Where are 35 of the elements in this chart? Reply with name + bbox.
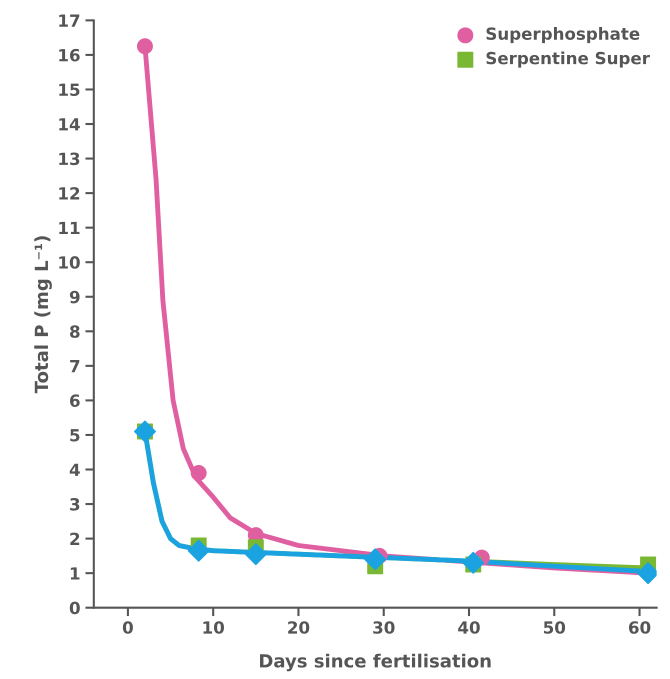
y-tick-label: 1 xyxy=(70,567,80,580)
y-axis-title: Total P (mg L⁻¹) xyxy=(34,236,52,394)
point xyxy=(462,552,484,574)
x-tick-label: 40 xyxy=(458,621,480,634)
legend-label: Serpentine Super xyxy=(486,52,650,68)
x-tick-label: 0 xyxy=(122,621,133,634)
x-tick-label: 10 xyxy=(203,621,224,634)
point xyxy=(136,38,153,54)
y-tick-label: 4 xyxy=(70,464,80,476)
point xyxy=(244,543,267,566)
y-tick-label: 13 xyxy=(59,152,80,166)
y-tick-label: 9 xyxy=(70,290,80,304)
y-tick-label: 7 xyxy=(70,360,80,372)
y-tick-label: 15 xyxy=(59,84,80,96)
y-tick-label: 6 xyxy=(70,394,80,407)
x-tick-label: 30 xyxy=(373,621,395,634)
x-axis-title: Days since fertilisation xyxy=(260,654,491,672)
point xyxy=(188,540,210,562)
y-tick-label: 12 xyxy=(59,187,80,200)
x-tick-label: 50 xyxy=(544,621,566,634)
y-tick-label: 0 xyxy=(70,602,80,614)
legend-label: Superphosphate xyxy=(486,27,640,44)
y-tick-label: 14 xyxy=(59,118,80,130)
y-tick-label: 16 xyxy=(59,48,80,62)
y-tick-label: 8 xyxy=(70,325,80,338)
y-tick-label: 11 xyxy=(59,222,80,234)
y-tick-label: 3 xyxy=(70,498,80,511)
point xyxy=(364,548,386,570)
y-tick-label: 17 xyxy=(59,14,80,27)
y-tick-label: 5 xyxy=(70,429,80,442)
point xyxy=(190,464,207,481)
x-tick-label: 20 xyxy=(288,621,310,634)
y-tick-label: 10 xyxy=(59,256,80,269)
x-tick-label: 60 xyxy=(628,621,650,634)
y-tick-label: 2 xyxy=(70,532,80,545)
